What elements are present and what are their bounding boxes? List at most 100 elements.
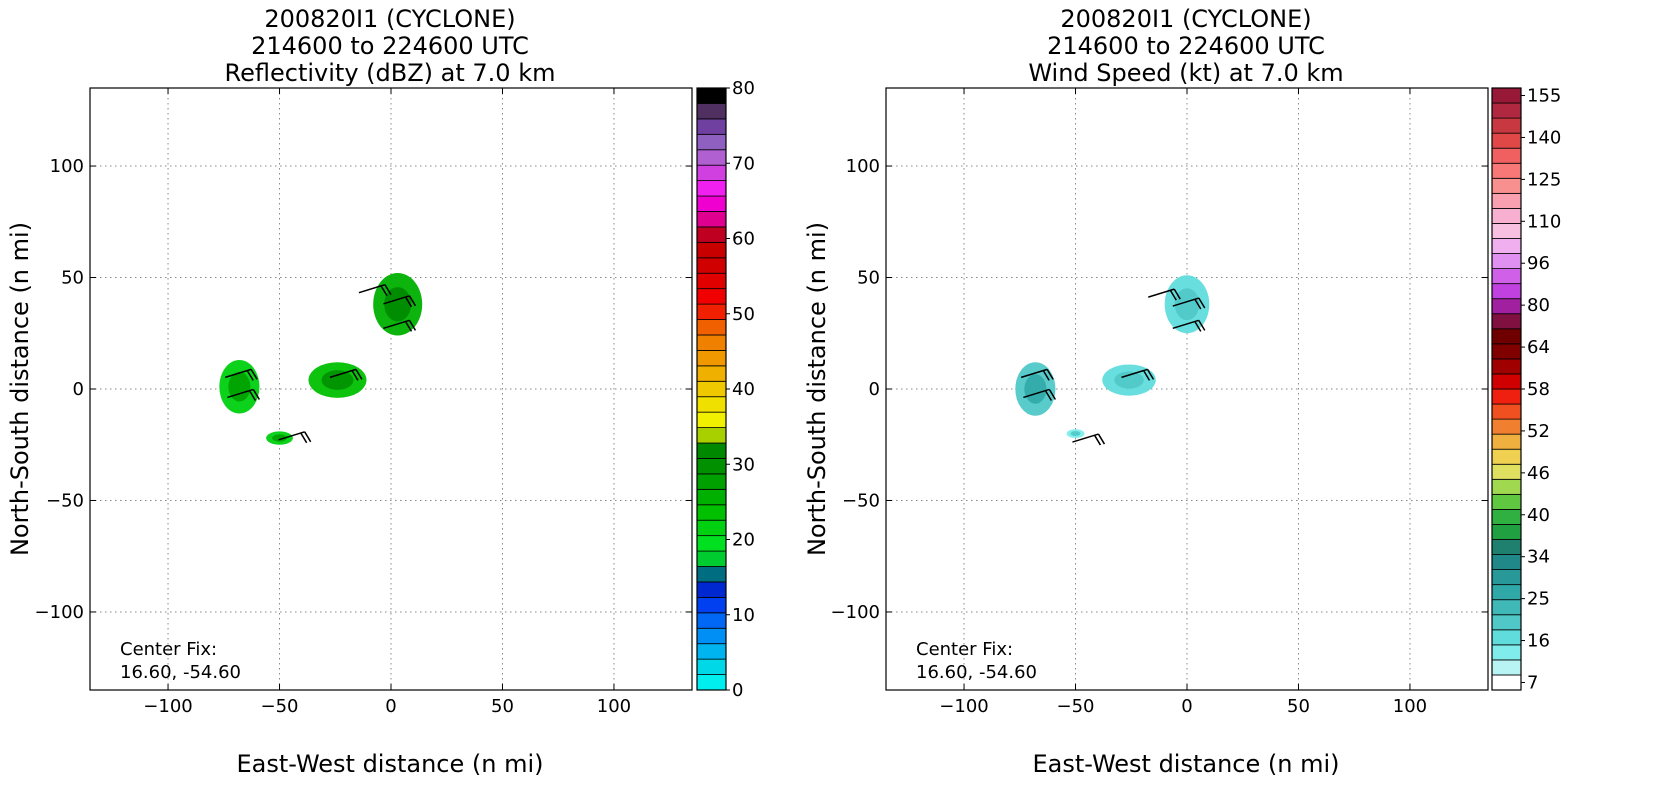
colorbar-segment <box>696 303 727 320</box>
colorbar-segment <box>696 149 727 166</box>
x-tick-label: 50 <box>1287 696 1310 717</box>
x-axis-label: East-West distance (n mi) <box>1032 750 1339 778</box>
colorbar-segment <box>696 458 727 475</box>
y-tick-label: 0 <box>73 379 84 400</box>
y-tick-label: 100 <box>846 156 880 177</box>
wind-barb-flag <box>351 370 359 381</box>
colorbar-segment <box>1491 207 1522 224</box>
wind-barb-flag <box>1194 298 1202 310</box>
colorbar-segment <box>1491 283 1522 300</box>
colorbar-segment <box>1491 524 1522 540</box>
colorbar-segment <box>696 566 727 583</box>
wind-barb-flag <box>404 296 413 308</box>
colorbar-segment <box>1491 493 1522 510</box>
colorbar-tick-label: 125 <box>1527 169 1561 190</box>
wind-barb <box>1121 368 1155 381</box>
colorbar-segment <box>1491 674 1522 691</box>
colorbar-segment <box>1491 117 1522 134</box>
data-region-core <box>228 372 251 402</box>
data-region-core <box>1070 431 1081 437</box>
colorbar-segment <box>1491 162 1522 179</box>
y-tick-label: 0 <box>869 379 880 400</box>
colorbar-tick-label: 46 <box>1527 463 1550 484</box>
colorbar: 7 16 25 34 40 46 52 58 64 80 96 110 125 140 155 <box>1491 86 1561 693</box>
wind-barb-flag <box>246 370 254 381</box>
colorbar-segment <box>1491 508 1522 525</box>
colorbar-segment <box>1491 177 1522 194</box>
wind-barb-flag <box>1097 433 1106 445</box>
colorbar-segment <box>696 118 727 135</box>
wind-barb <box>383 295 417 308</box>
colorbar-segment <box>1491 599 1522 616</box>
x-tick-label: 100 <box>597 696 631 717</box>
plot-frame <box>89 87 693 691</box>
colorbar-segment <box>1491 539 1522 555</box>
echo-regions <box>219 273 423 445</box>
colorbar-tick-label: 30 <box>732 454 755 475</box>
x-tick-label: 0 <box>1181 696 1192 717</box>
wind-barb <box>1023 388 1057 401</box>
y-axis-label: North-South distance (n mi) <box>803 222 831 556</box>
colorbar-tick-label: 60 <box>732 229 755 250</box>
colorbar-segment <box>1491 569 1522 586</box>
wind-barb <box>1172 319 1206 332</box>
colorbar-segment <box>1491 433 1522 450</box>
colorbar-tick-label: 140 <box>1527 127 1561 148</box>
colorbar-segment <box>1491 463 1522 480</box>
data-region-core <box>272 434 287 442</box>
y-tick-label: −50 <box>46 490 84 511</box>
x-tick-label: 100 <box>1393 696 1427 717</box>
colorbar-segment <box>1491 584 1522 601</box>
wind-barb <box>383 319 417 332</box>
colorbar-segment <box>1491 554 1522 570</box>
wind-barb-flag <box>252 389 261 400</box>
wind-barb <box>1020 368 1054 381</box>
colorbar-tick-label: 52 <box>1527 421 1550 442</box>
colorbar-segment <box>1491 238 1522 254</box>
colorbar-segment <box>696 581 727 598</box>
colorbar-segment <box>696 288 727 305</box>
panel-title-line-1: 200820I1 (CYCLONE) <box>264 5 515 33</box>
colorbar-segment <box>696 535 727 552</box>
wind-barb-flag <box>1169 289 1177 301</box>
colorbar-tick-label: 64 <box>1527 337 1550 358</box>
wind-barb <box>224 368 258 381</box>
grid-lines <box>886 88 1488 690</box>
x-tick-label: −100 <box>143 696 192 717</box>
colorbar-segment <box>1491 358 1522 375</box>
colorbar-tick-label: 10 <box>732 605 755 626</box>
wind-barb-flag <box>1142 370 1151 381</box>
data-region-core <box>1174 288 1200 321</box>
wind-barb <box>278 431 312 444</box>
colorbar-segment <box>696 550 727 567</box>
wind-barbs <box>224 283 417 444</box>
wind-barb <box>1172 297 1206 310</box>
colorbar-segment <box>1491 298 1522 315</box>
x-tick-label: −50 <box>261 696 299 717</box>
colorbar-segment <box>696 211 727 228</box>
colorbar-segment <box>1491 268 1522 285</box>
colorbar-segment <box>1491 644 1522 661</box>
colorbar-segment <box>1491 328 1522 345</box>
colorbar-segment <box>696 164 727 182</box>
colorbar-segment <box>1491 403 1522 420</box>
colorbar-segment <box>696 133 727 151</box>
colorbar-tick-label: 16 <box>1527 631 1550 652</box>
wind-barb <box>1072 433 1106 446</box>
colorbar-tick-label: 80 <box>1527 295 1550 316</box>
x-tick-label: −100 <box>939 696 988 717</box>
colorbar-tick-label: 25 <box>1527 589 1550 610</box>
grid-lines <box>90 88 692 690</box>
colorbar-tick-label: 40 <box>732 379 755 400</box>
wind-barb <box>227 388 261 401</box>
colorbar-segment <box>696 627 727 645</box>
wind-barb-flag <box>248 390 257 401</box>
colorbar-tick-label: 155 <box>1527 86 1561 107</box>
colorbar-segment <box>696 365 727 382</box>
wind-barb-flag <box>408 319 417 331</box>
center-fix-value: 16.60, -54.60 <box>120 662 241 683</box>
colorbar-segment <box>696 643 727 660</box>
wind-barb <box>329 368 363 381</box>
x-tick-label: −50 <box>1057 696 1095 717</box>
center-fix-label: Center Fix: <box>916 639 1013 660</box>
